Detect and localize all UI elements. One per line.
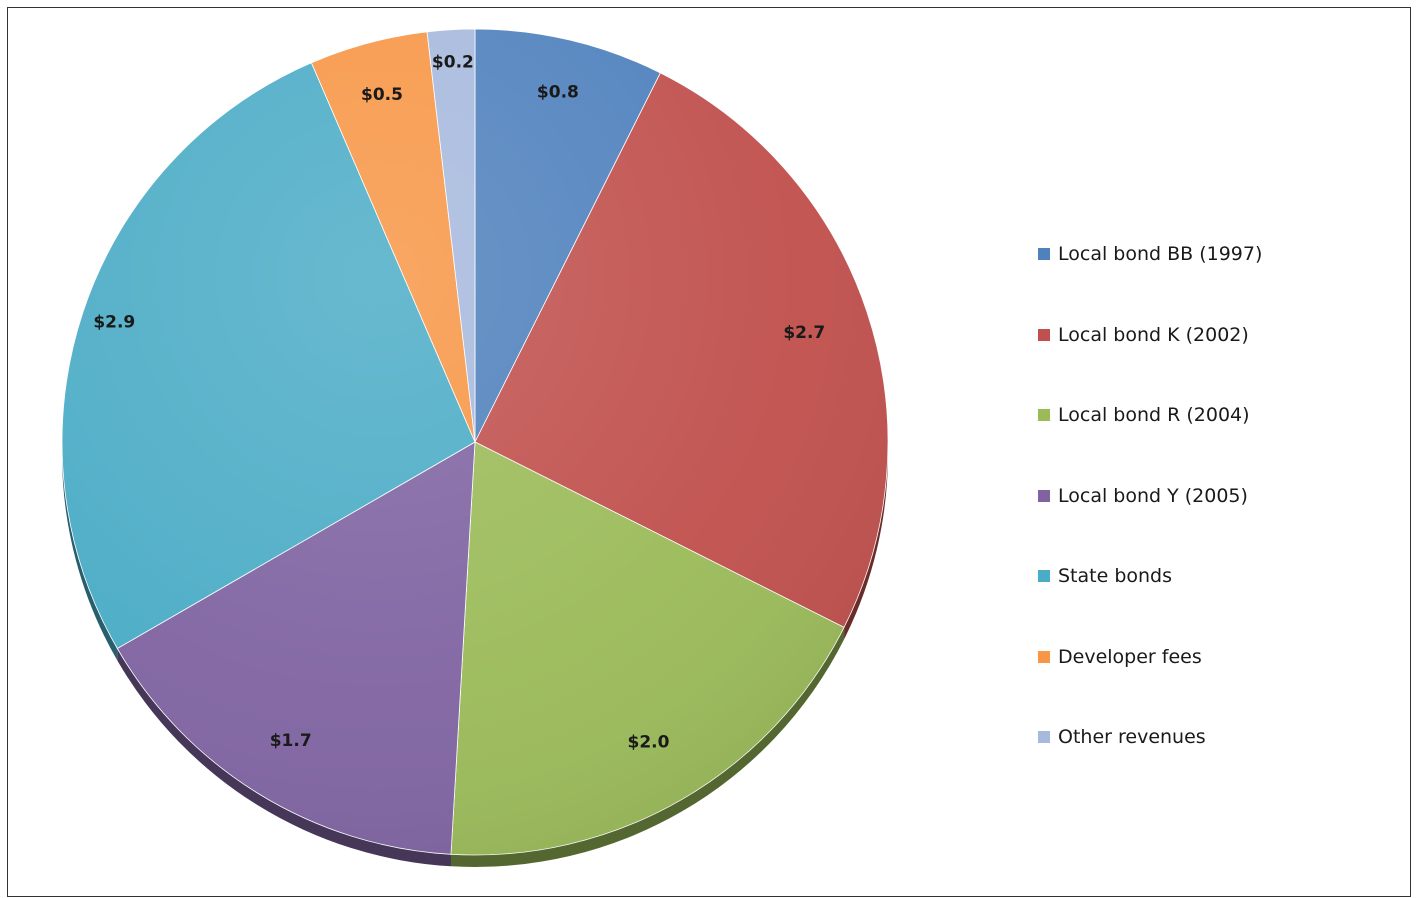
legend-item: Other revenues bbox=[1038, 697, 1262, 778]
data-label-1: $0.8 bbox=[537, 82, 579, 102]
pie-slices bbox=[61, 28, 889, 867]
data-label-5: $2.9 bbox=[93, 313, 135, 333]
legend-label: Developer fees bbox=[1058, 645, 1202, 668]
legend-swatch bbox=[1038, 570, 1050, 583]
legend-item: Local bond Y (2005) bbox=[1038, 456, 1262, 537]
legend-label: Local bond R (2004) bbox=[1058, 404, 1250, 427]
legend-swatch bbox=[1038, 328, 1050, 341]
pie-data-labels: $0.8 $2.7 $2.0 $1.7 $2.9 $0.5 $0.2 bbox=[93, 53, 825, 753]
data-label-4: $1.7 bbox=[270, 731, 312, 751]
legend-item: Local bond R (2004) bbox=[1038, 375, 1262, 456]
legend-label: State bonds bbox=[1058, 565, 1173, 588]
legend-label: Other revenues bbox=[1058, 726, 1206, 749]
legend-swatch bbox=[1038, 489, 1050, 502]
legend-swatch bbox=[1038, 650, 1050, 663]
legend: Local bond BB (1997) Local bond K (2002) L… bbox=[1038, 214, 1262, 778]
data-label-6: $0.5 bbox=[361, 85, 403, 105]
data-label-2: $2.7 bbox=[783, 323, 825, 343]
legend-item: Local bond K (2002) bbox=[1038, 295, 1262, 376]
data-label-7: $0.2 bbox=[432, 53, 474, 73]
legend-item: Local bond BB (1997) bbox=[1038, 214, 1262, 295]
legend-label: Local bond K (2002) bbox=[1058, 323, 1249, 346]
chart-frame: $0.8 $2.7 $2.0 $1.7 $2.9 $0.5 $0.2 Local bond … bbox=[7, 7, 1411, 897]
legend-item: Developer fees bbox=[1038, 617, 1262, 698]
data-label-3: $2.0 bbox=[628, 732, 670, 752]
legend-item: State bonds bbox=[1038, 536, 1262, 617]
legend-label: Local bond Y (2005) bbox=[1058, 484, 1248, 507]
legend-swatch bbox=[1038, 731, 1050, 744]
legend-swatch bbox=[1038, 409, 1050, 422]
legend-swatch bbox=[1038, 248, 1050, 261]
legend-label: Local bond BB (1997) bbox=[1058, 243, 1263, 266]
